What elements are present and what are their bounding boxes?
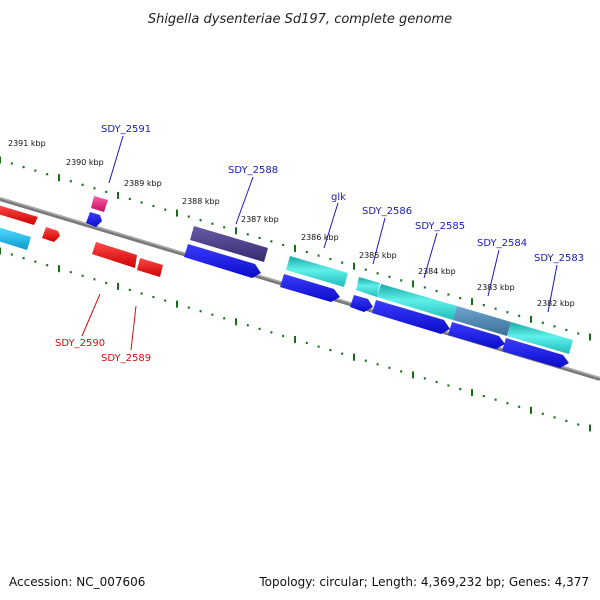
gene-leader-lines — [81, 135, 558, 351]
kbp-label: 2385 kbp — [359, 251, 397, 260]
gene-labels: SDY_2591 SDY_2588 glk SDY_2586 SDY_2585 … — [55, 124, 584, 364]
gene-label-sdy-2585[interactable]: SDY_2585 — [415, 221, 465, 232]
gene-feature-cyan[interactable] — [0, 227, 31, 250]
leader-line — [547, 264, 558, 313]
kbp-label: 2390 kbp — [66, 158, 104, 167]
gene-label-sdy-2589[interactable]: SDY_2589 — [101, 353, 151, 364]
gene-feature-blue[interactable] — [280, 274, 340, 302]
gene-label-sdy-2583[interactable]: SDY_2583 — [534, 253, 584, 264]
gene-feature-blue[interactable] — [184, 244, 261, 278]
gene-feature-blue[interactable] — [86, 212, 102, 227]
kbp-scale: 2391 kbp 2390 kbp 2389 kbp 2388 kbp 2387… — [8, 139, 575, 308]
gene-label-sdy-2590[interactable]: SDY_2590 — [55, 338, 105, 349]
gene-feature-teal[interactable] — [507, 322, 573, 354]
leader-line — [487, 249, 500, 297]
gene-label-sdy-2591[interactable]: SDY_2591 — [101, 124, 151, 135]
gene-feature-red[interactable] — [92, 242, 137, 268]
gene-feature-purple[interactable] — [190, 226, 268, 262]
leader-line — [323, 202, 339, 249]
gene-label-sdy-2584[interactable]: SDY_2584 — [477, 238, 527, 249]
kbp-label: 2389 kbp — [124, 179, 162, 188]
gene-feature-blue[interactable] — [502, 338, 569, 368]
upper-tick-track — [0, 156, 591, 341]
gene-feature-blue[interactable] — [372, 300, 450, 334]
kbp-label: 2386 kbp — [301, 233, 339, 242]
gene-feature-blue[interactable] — [448, 322, 505, 349]
topology-text: Topology: circular; Length: 4,369,232 bp… — [259, 575, 589, 589]
gene-feature-blue[interactable] — [350, 295, 373, 312]
gene-feature-teal[interactable] — [377, 284, 457, 320]
gene-features — [0, 196, 573, 368]
gene-feature-teal[interactable] — [0, 205, 38, 225]
gene-feature-red[interactable] — [42, 227, 60, 242]
kbp-label: 2391 kbp — [8, 139, 46, 148]
kbp-label: 2388 kbp — [182, 197, 220, 206]
map-title: Shigella dysenteriae Sd197, complete gen… — [148, 12, 452, 27]
gene-feature-teal[interactable] — [356, 277, 380, 297]
gene-label-sdy-2586[interactable]: SDY_2586 — [362, 206, 412, 217]
gene-feature-steel[interactable] — [453, 306, 511, 336]
leader-line — [130, 305, 137, 351]
kbp-label: 2387 kbp — [241, 215, 279, 224]
kbp-label: 2383 kbp — [477, 283, 515, 292]
kbp-label: 2382 kbp — [537, 299, 575, 308]
gene-label-sdy-2588[interactable]: SDY_2588 — [228, 165, 278, 176]
leader-line — [235, 176, 254, 225]
kbp-label: 2384 kbp — [418, 267, 456, 276]
gene-feature-red[interactable] — [137, 258, 163, 277]
lower-tick-track — [0, 247, 591, 432]
leader-line — [81, 293, 101, 337]
gene-label-glk[interactable]: glk — [331, 192, 346, 203]
accession-text: Accession: NC_007606 — [9, 575, 146, 589]
gene-feature-teal[interactable] — [286, 256, 348, 287]
gene-feature-pink[interactable] — [91, 196, 108, 212]
leader-line — [372, 217, 386, 265]
leader-line — [423, 232, 438, 279]
leader-line — [108, 135, 124, 184]
